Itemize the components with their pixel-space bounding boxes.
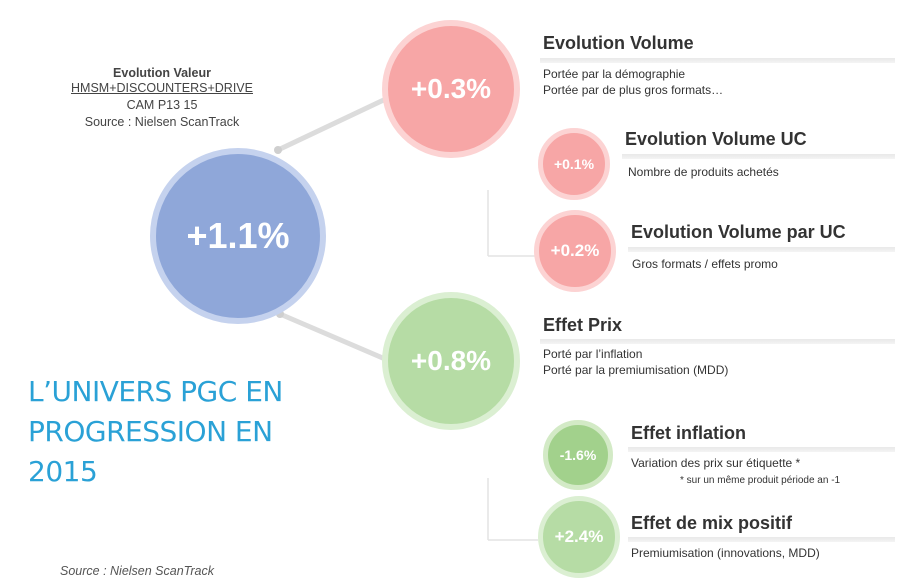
mix-title: Effet de mix positif (631, 513, 793, 533)
volume-uc-title: Evolution Volume UC (625, 129, 807, 149)
volume-title: Evolution Volume (543, 33, 694, 53)
mix-label: Effet de mix positif (631, 513, 792, 534)
prix-desc-1: Porté par l’inflation (543, 347, 643, 361)
volume-par-uc-label: Evolution Volume par UC (631, 222, 846, 243)
prix-label: Effet Prix (543, 315, 622, 336)
info-channels: HMSM+DISCOUNTERS+DRIVE (71, 81, 253, 95)
inflation-circle: -1.6% (543, 420, 613, 490)
inflation-desc: Variation des prix sur étiquette * (631, 455, 800, 471)
info-title: Evolution Valeur (113, 66, 211, 80)
main-value-circle: +1.1% (150, 148, 326, 324)
inflation-label: Effet inflation (631, 423, 746, 444)
volume-circle: +0.3% (382, 20, 520, 158)
info-source: Source : Nielsen ScanTrack (84, 115, 240, 129)
volume-par-uc-rule (628, 247, 895, 252)
heading-line-3: 2015 (28, 455, 98, 488)
volume-desc: Portée par la démographie Portée par de … (543, 66, 723, 98)
prix-title: Effet Prix (543, 315, 623, 335)
volume-par-uc-desc-1: Gros formats / effets promo (632, 257, 778, 271)
volume-uc-desc: Nombre de produits achetés (628, 164, 779, 180)
volume-par-uc-desc: Gros formats / effets promo (632, 256, 778, 272)
volume-desc-2: Portée par de plus gros formats… (543, 83, 724, 97)
volume-uc-desc-1: Nombre de produits achetés (628, 165, 779, 179)
volume-uc-label: Evolution Volume UC (625, 129, 807, 150)
mix-circle: +2.4% (538, 496, 620, 578)
prix-rule (540, 339, 895, 344)
prix-circle: +0.8% (382, 292, 520, 430)
inflation-desc-1: Variation des prix sur étiquette * (631, 456, 801, 470)
volume-rule (540, 58, 895, 63)
info-period: CAM P13 15 (126, 98, 198, 112)
prix-desc-2: Porté par la premiumisation (MDD) (543, 363, 729, 377)
inflation-note: * sur un même produit période an -1 (680, 475, 841, 486)
heading-line-1: L’UNIVERS PGC EN (28, 375, 283, 408)
prix-desc: Porté par l’inflation Porté par la premi… (543, 346, 728, 378)
volume-desc-1: Portée par la démographie (543, 67, 686, 81)
mix-rule (628, 537, 895, 542)
info-block: Evolution Valeur HMSM+DISCOUNTERS+DRIVE … (48, 66, 276, 131)
mix-desc-1: Premiumisation (innovations, MDD) (631, 546, 820, 560)
page-heading: L’UNIVERS PGC EN PROGRESSION EN 2015 (28, 372, 283, 492)
bottom-source: Source : Nielsen ScanTrack (60, 564, 214, 578)
volume-par-uc-title: Evolution Volume par UC (631, 222, 846, 242)
volume-uc-rule (622, 154, 895, 159)
inflation-title: Effet inflation (631, 423, 746, 443)
volume-uc-circle: +0.1% (538, 128, 610, 200)
volume-par-uc-circle: +0.2% (534, 210, 616, 292)
volume-label: Evolution Volume (543, 33, 694, 54)
inflation-rule (628, 447, 895, 452)
heading-line-2: PROGRESSION EN (28, 415, 273, 448)
mix-desc: Premiumisation (innovations, MDD) (631, 545, 820, 561)
